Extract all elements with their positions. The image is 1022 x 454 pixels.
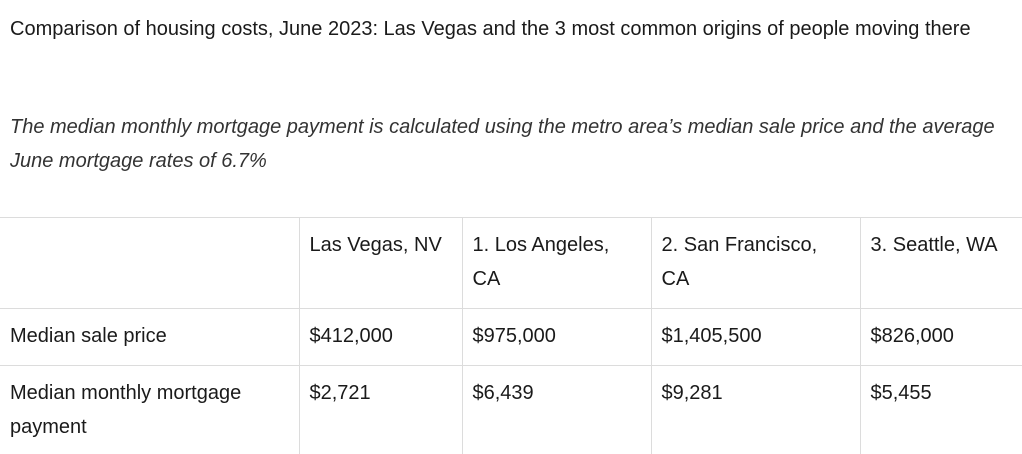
table-row-median-monthly-mortgage: Median monthly mortgage payment $2,721 $… [0, 366, 1022, 454]
header-cell-las-vegas: Las Vegas, NV [299, 218, 462, 309]
header-cell-san-francisco: 2. San Francisco, CA [651, 218, 860, 309]
header-cell-empty [0, 218, 299, 309]
row-label: Median sale price [0, 309, 299, 366]
table-cell: $1,405,500 [651, 309, 860, 366]
page-subtitle: The median monthly mortgage payment is c… [10, 110, 1015, 178]
table-header-row: Las Vegas, NV 1. Los Angeles, CA 2. San … [0, 218, 1022, 309]
table-cell: $6,439 [462, 366, 651, 454]
housing-costs-table: Las Vegas, NV 1. Los Angeles, CA 2. San … [0, 217, 1022, 454]
page-title: Comparison of housing costs, June 2023: … [10, 12, 1010, 46]
header-cell-seattle: 3. Seattle, WA [860, 218, 1022, 309]
table-cell: $975,000 [462, 309, 651, 366]
header-cell-los-angeles: 1. Los Angeles, CA [462, 218, 651, 309]
table-row-median-sale-price: Median sale price $412,000 $975,000 $1,4… [0, 309, 1022, 366]
row-label: Median monthly mortgage payment [0, 366, 299, 454]
table-cell: $9,281 [651, 366, 860, 454]
table-cell: $412,000 [299, 309, 462, 366]
table-cell: $2,721 [299, 366, 462, 454]
table-cell: $5,455 [860, 366, 1022, 454]
table-cell: $826,000 [860, 309, 1022, 366]
